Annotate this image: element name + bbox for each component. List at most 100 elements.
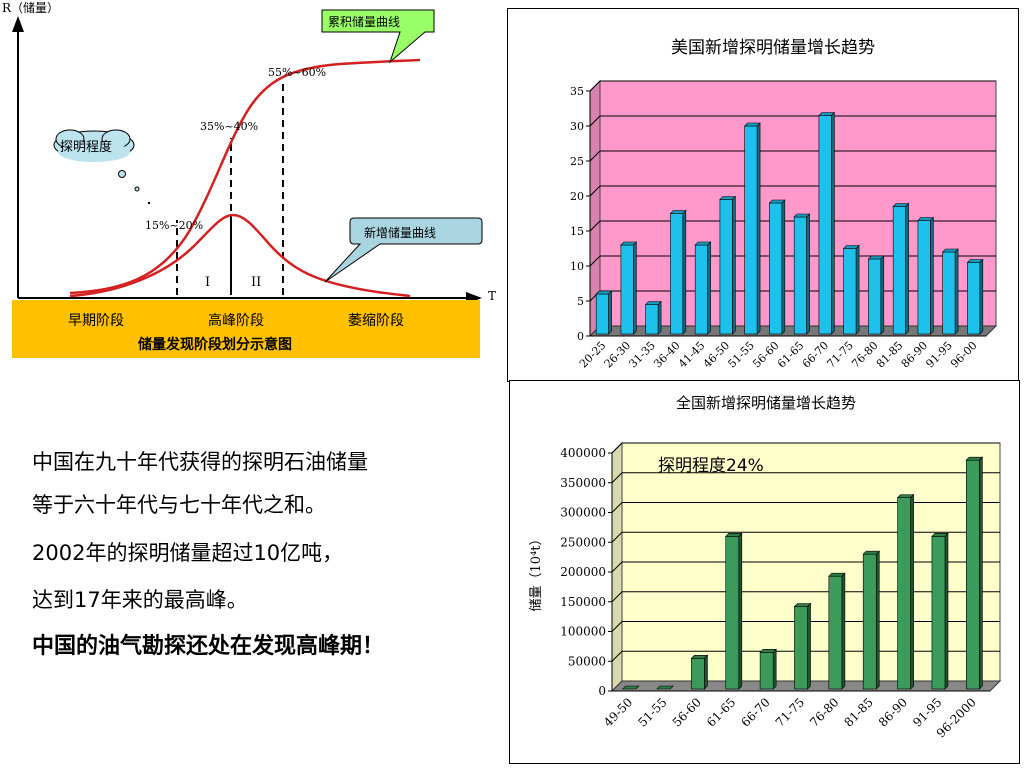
- bar-side: [707, 241, 711, 335]
- x-tick-label: 56-60: [750, 339, 782, 371]
- x-tick-label: 36-40: [651, 339, 683, 371]
- bar-side: [732, 195, 736, 335]
- diagram-y-arrow: [12, 16, 24, 32]
- bar: [793, 216, 807, 335]
- region-1-label: I: [205, 275, 210, 290]
- bar-side: [772, 648, 777, 690]
- bar-top: [828, 572, 846, 577]
- gridline-side: [611, 442, 623, 454]
- bar: [892, 206, 906, 335]
- bar-top: [793, 213, 811, 218]
- bar-side: [979, 258, 984, 335]
- y-tick-label: 400000: [560, 446, 606, 460]
- y-tick-label: 150000: [560, 595, 606, 609]
- bar-side: [633, 241, 637, 335]
- bar: [965, 459, 980, 690]
- bar-side: [905, 202, 909, 335]
- bar: [670, 213, 684, 335]
- bar-top: [595, 290, 613, 295]
- bar-side: [682, 209, 687, 335]
- bar: [694, 244, 708, 335]
- stage-early-label: 早期阶段: [68, 313, 124, 329]
- us-chart: 美国新增探明储量增长趋势 0 5 10 15 20 25 30 35 20-2526-3031-3…: [570, 38, 998, 371]
- bar-side: [831, 111, 835, 335]
- gridline-side: [589, 80, 601, 92]
- diagram-x-label: T: [488, 289, 496, 303]
- x-tick-label: 81-85: [874, 339, 906, 371]
- x-tick-label: 76-80: [849, 339, 881, 371]
- bar-top: [743, 122, 761, 127]
- bar: [620, 244, 634, 335]
- cumulative-curve: [69, 58, 421, 295]
- gridline-side: [611, 650, 623, 662]
- bar-top: [896, 494, 915, 498]
- y-axis-label: 储量（10⁴t）: [529, 533, 544, 612]
- degree-cloud: 探明程度: [53, 129, 151, 205]
- y-tick-label: 50000: [568, 654, 606, 668]
- y-tick-label: 100000: [560, 625, 606, 639]
- y-tick-label: 300000: [560, 506, 606, 520]
- x-tick-label: 49-50: [601, 695, 635, 729]
- gridline-side: [611, 502, 623, 513]
- cn-chart: 全国新增探明储量增长趋势 0 50000 100000 150000 200000 2500…: [529, 394, 1002, 740]
- bar-side: [875, 550, 880, 690]
- x-tick-label: 81-85: [841, 695, 875, 729]
- bar: [794, 606, 808, 690]
- x-tick-label: 91-95: [923, 339, 955, 371]
- gridline-side: [589, 150, 601, 162]
- bar: [691, 657, 705, 690]
- gridline-side: [611, 591, 623, 603]
- cn-chart-panel: 全国新增探明储量增长趋势 0 50000 100000 150000 200000 2500…: [509, 380, 1020, 764]
- stage-peak-label: 高峰阶段: [208, 312, 264, 329]
- x-tick-label: 71-75: [824, 339, 856, 371]
- bar-side: [738, 532, 743, 690]
- gridline-side: [611, 472, 623, 484]
- bar-top: [690, 654, 709, 659]
- bar-top: [917, 217, 935, 221]
- bar-side: [954, 248, 959, 335]
- y-tick-label: 0: [577, 330, 584, 343]
- bar-top: [892, 203, 910, 207]
- y-tick-label: 35: [570, 85, 584, 98]
- bar-side: [608, 290, 612, 335]
- bar-top: [965, 456, 984, 461]
- x-tick-label: 20-25: [577, 339, 609, 371]
- bar: [931, 536, 946, 690]
- bar-top: [725, 533, 743, 537]
- x-tick-label: 86-90: [899, 339, 931, 371]
- x-tick-label: 66-70: [800, 339, 832, 371]
- bar: [725, 536, 740, 690]
- bar: [942, 251, 956, 335]
- gridline-side: [589, 220, 601, 232]
- bar: [769, 202, 783, 335]
- x-tick-label: 71-75: [773, 695, 807, 729]
- x-tick-label: 86-90: [876, 695, 910, 729]
- bar-top: [644, 301, 662, 305]
- x-tick-label: 51-55: [635, 695, 669, 729]
- annotation-value: 24%: [726, 456, 764, 476]
- chart-title: 美国新增探明储量增长趋势: [671, 38, 875, 58]
- bar-side: [910, 493, 914, 690]
- new-callout-text: 新增储量曲线: [364, 225, 436, 240]
- new-callout: 新增储量曲线: [324, 217, 483, 283]
- bar-top: [620, 241, 638, 246]
- bar: [868, 258, 882, 335]
- y-tick-label: 20: [570, 190, 584, 203]
- text-line-5: 中国的油气勘探还处在发现高峰期！: [32, 634, 385, 659]
- chart-title: 全国新增探明储量增长趋势: [676, 394, 856, 412]
- x-tick-label: 76-80: [807, 695, 841, 729]
- y-tick-label: 10: [570, 260, 584, 273]
- bar: [917, 220, 931, 335]
- bar-top: [719, 196, 737, 200]
- bar: [818, 115, 832, 335]
- x-tick-label: 61-65: [775, 339, 807, 371]
- bar-side: [756, 122, 761, 335]
- bar-side: [944, 532, 949, 690]
- x-tick-label: 96-00: [948, 339, 980, 371]
- bar-side: [979, 456, 983, 690]
- y-tick-label: 15: [570, 225, 584, 238]
- text-line-3: 2002年的探明储量超过10亿吨，: [32, 541, 344, 565]
- bar-side: [841, 572, 846, 690]
- bar-side: [855, 244, 860, 335]
- x-tick-label: 66-70: [738, 695, 772, 729]
